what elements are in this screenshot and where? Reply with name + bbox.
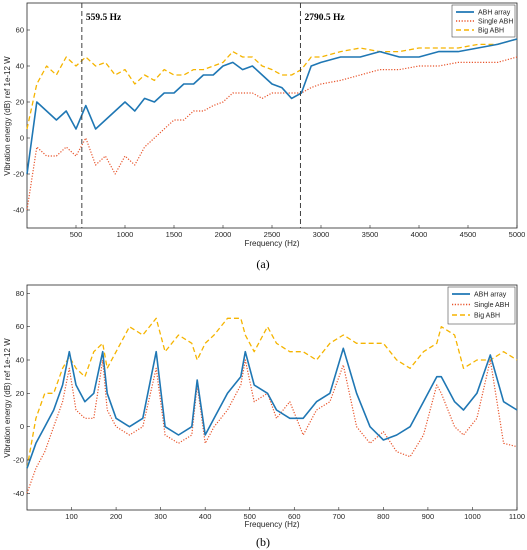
chart-a-x-tick-label: 500 (70, 230, 83, 239)
chart-a-y-tick-label: 60 (16, 26, 24, 35)
chart-b-x-tick-label: 500 (243, 512, 256, 521)
chart-b-legend-label-big-abh: Big ABH (474, 313, 500, 320)
chart-a-x-tick-label: 2500 (264, 230, 281, 239)
chart-b-y-tick-label: 20 (16, 389, 24, 398)
chart-b-series-single-abh (26, 359, 518, 494)
chart-b-x-tick-label: 600 (288, 512, 301, 521)
chart-b-y-tick-label: 0 (20, 422, 24, 431)
chart-b-x-tick-label: 1100 (509, 512, 525, 521)
chart-a-y-tick-label: -20 (13, 170, 24, 179)
chart-a-legend-label-abh-array: ABH array (478, 10, 511, 17)
chart-a-xlabel: Frequency (Hz) (244, 239, 299, 248)
chart-b-series-abh-array (26, 347, 518, 469)
chart-a-legend: ABH array Single ABH Big ABH (451, 4, 516, 38)
chart-b-x-tick-label: 900 (422, 512, 435, 521)
chart-a-plot-area (26, 2, 518, 229)
chart-a-series-single-abh (26, 56, 518, 211)
chart-a-x-tick-label: 4500 (460, 230, 477, 239)
chart-a-x-tick-label: 5000 (509, 230, 526, 239)
chart-a-series-big-abh (26, 38, 518, 130)
chart-a-x-ticks: 500 1000 1500 2000 2500 3000 3500 4000 4500 5000 (70, 225, 526, 239)
chart-b-x-tick-label: 300 (154, 512, 167, 521)
chart-b-x-tick-label: 800 (377, 512, 390, 521)
chart-b-x-tick-label: 400 (199, 512, 212, 521)
chart-a-x-tick-label: 2000 (215, 230, 232, 239)
chart-a-marker-label: 2790.5 Hz (304, 13, 345, 23)
chart-b-x-tick-label: 200 (110, 512, 123, 521)
chart-b-xlabel: Frequency (Hz) (244, 520, 299, 529)
chart-b-x-tick-label: 700 (333, 512, 346, 521)
chart-b-y-tick-label: 60 (16, 322, 24, 331)
chart-a-x-tick-label: 1000 (117, 230, 134, 239)
chart-b-y-tick-label: -40 (13, 489, 24, 498)
chart-a-y-tick-label: 0 (20, 134, 24, 143)
chart-b-legend-label-abh-array: ABH array (474, 292, 507, 299)
chart-b-y-tick-label: 40 (16, 356, 24, 365)
chart-b: 100 200 300 400 500 600 700 800 900 1000 1100 -40-… (3, 284, 525, 549)
chart-a-subfigure-label: (a) (256, 257, 269, 271)
chart-a: 559.5 Hz 2790.5 Hz 500 1000 1500 2000 2500 300… (3, 2, 526, 271)
chart-a-annotations: 559.5 Hz 2790.5 Hz (81, 3, 345, 228)
chart-a-x-tick-label: 3500 (362, 230, 379, 239)
chart-b-y-ticks: -40 -20 0 20 40 60 80 (13, 289, 30, 498)
chart-b-y-tick-label: 80 (16, 289, 24, 298)
chart-b-x-ticks: 100 200 300 400 500 600 700 800 900 1000 1100 (65, 507, 525, 521)
chart-b-series-big-abh (26, 317, 518, 469)
chart-a-y-tick-label: 20 (16, 98, 24, 107)
chart-a-y-ticks: -40 -20 0 20 40 60 (13, 26, 30, 215)
chart-a-y-tick-label: 40 (16, 62, 24, 71)
chart-b-y-tick-label: -20 (13, 456, 24, 465)
chart-a-series-abh-array (26, 38, 518, 175)
chart-b-legend: ABH array Single ABH Big ABH (447, 286, 516, 325)
chart-a-ylabel: Vibration energy (dB) ref 1e-12 W (3, 56, 12, 176)
chart-b-lines (26, 317, 518, 494)
chart-a-y-tick-label: -40 (13, 206, 24, 215)
chart-b-subfigure-label: (b) (256, 535, 270, 549)
chart-a-x-tick-label: 1500 (166, 230, 183, 239)
chart-b-x-tick-label: 100 (65, 512, 78, 521)
chart-b-legend-label-single-abh: Single ABH (474, 302, 509, 309)
chart-a-legend-label-big-abh: Big ABH (478, 28, 504, 35)
chart-a-lines (26, 38, 518, 211)
chart-a-marker-label: 559.5 Hz (86, 13, 122, 23)
chart-b-x-tick-label: 1000 (464, 512, 481, 521)
chart-a-x-tick-label: 3000 (313, 230, 330, 239)
chart-b-ylabel: Vibration energy (dB) ref 1e-12 W (3, 338, 12, 458)
chart-a-x-tick-label: 4000 (411, 230, 428, 239)
chart-a-legend-label-single-abh: Single ABH (478, 19, 513, 26)
